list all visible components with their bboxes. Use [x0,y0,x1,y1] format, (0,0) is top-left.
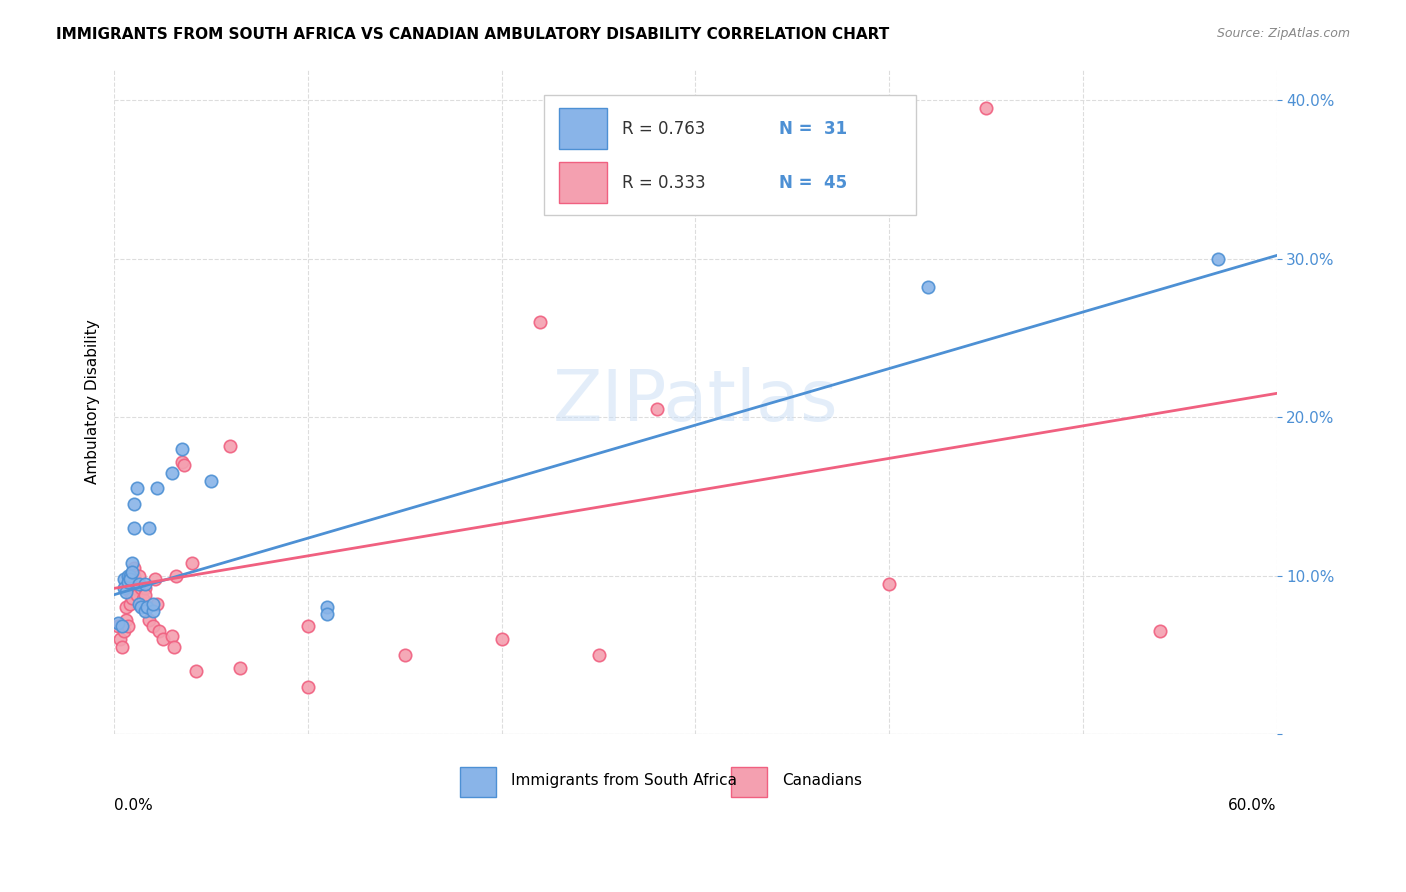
Point [128,568,150,582]
Point [184,664,207,678]
Point [297,680,319,694]
Point [529,315,551,329]
Point [162,466,184,480]
Point [118,568,141,582]
Y-axis label: Ambulatory Disability: Ambulatory Disability [86,319,100,483]
Point [118,572,141,586]
Point [124,576,146,591]
Point [219,439,242,453]
Point [491,632,513,646]
Point [118,584,141,599]
Point [146,482,169,496]
Point [121,556,143,570]
Point [138,613,160,627]
Point [117,619,139,633]
Point [122,497,145,511]
Point [134,603,156,617]
Point [134,588,156,602]
Point [165,568,187,582]
Point [111,640,134,654]
Point [107,616,129,631]
Point [134,582,156,596]
Point [162,629,184,643]
Point [112,572,135,586]
Point [122,582,145,596]
Point [122,568,145,582]
Point [173,458,195,472]
Text: 0.0%: 0.0% [114,797,153,813]
Point [117,568,139,582]
Point [229,660,252,674]
Point [136,600,159,615]
Point [132,592,155,607]
Point [114,584,136,599]
Point [974,101,997,115]
Point [138,521,160,535]
Point [316,607,339,621]
Point [112,582,135,596]
Point [152,632,174,646]
Point [128,576,150,591]
Point [588,648,610,662]
Point [114,600,136,615]
Point [131,582,153,596]
Point [117,574,139,589]
Point [122,521,145,535]
Point [180,556,202,570]
Point [127,482,149,496]
Point [107,619,129,633]
Point [200,474,222,488]
Point [134,576,156,591]
Point [645,402,668,417]
Point [121,591,143,605]
Text: ZIPatlas: ZIPatlas [553,367,838,436]
Point [1149,624,1171,639]
Point [1208,252,1230,266]
Point [394,648,416,662]
Text: IMMIGRANTS FROM SOUTH AFRICA VS CANADIAN AMBULATORY DISABILITY CORRELATION CHART: IMMIGRANTS FROM SOUTH AFRICA VS CANADIAN… [56,27,890,42]
Point [148,624,170,639]
Point [111,619,134,633]
Point [127,588,149,602]
Point [142,603,165,617]
Point [108,632,131,646]
Point [122,560,145,574]
Point [142,619,165,633]
Point [112,624,135,639]
Point [917,280,939,294]
Text: 60.0%: 60.0% [1227,797,1277,813]
Point [131,600,153,615]
Point [114,613,136,627]
Point [143,572,166,586]
Text: Source: ZipAtlas.com: Source: ZipAtlas.com [1216,27,1350,40]
Point [170,454,193,468]
Point [297,619,319,633]
Point [121,566,143,580]
Point [877,576,900,591]
Point [128,597,150,611]
Point [170,442,193,456]
Point [146,597,169,611]
Point [163,640,186,654]
Point [118,597,141,611]
Point [142,597,165,611]
Point [316,600,339,615]
